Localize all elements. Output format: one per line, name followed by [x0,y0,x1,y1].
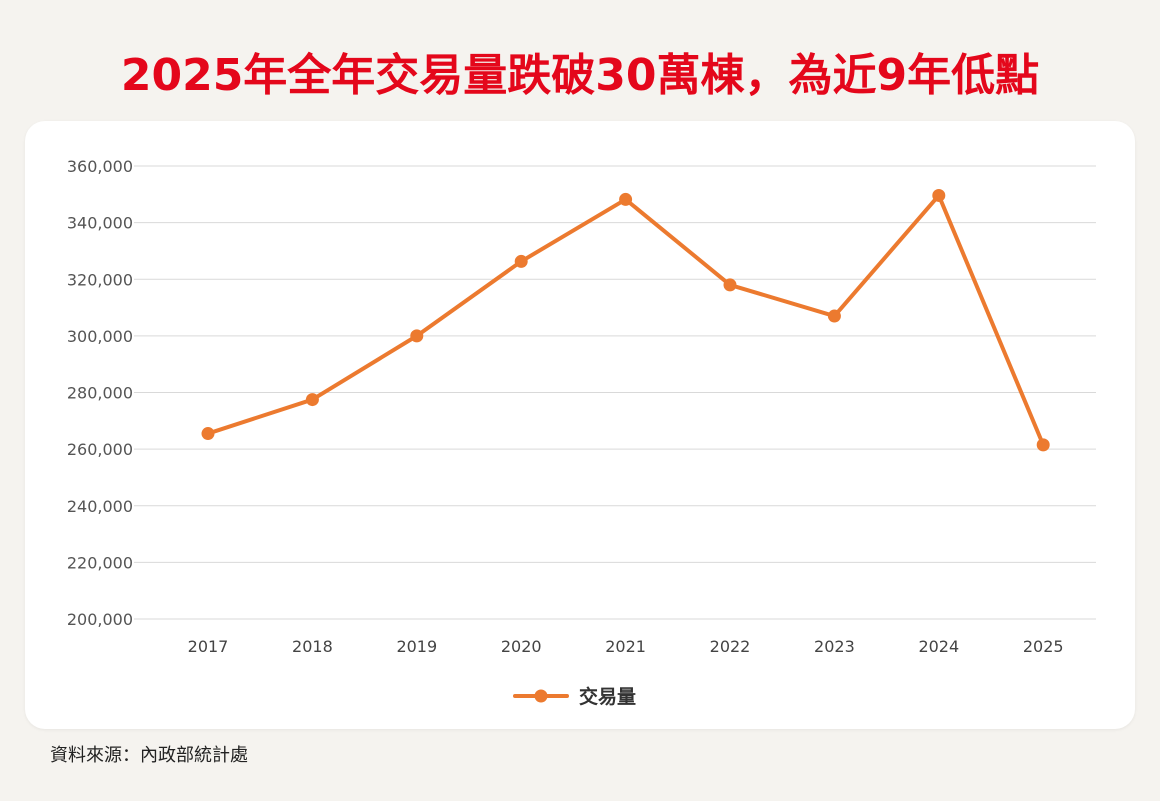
y-tick-label: 360,000 [67,157,133,176]
x-tick-label: 2019 [396,637,437,656]
x-tick-label: 2017 [188,637,229,656]
data-point [827,309,841,323]
x-tick-label: 2018 [292,637,333,656]
legend-marker [534,689,548,703]
x-tick-label: 2020 [501,637,542,656]
data-point [619,192,633,206]
data-point [932,188,946,202]
y-tick-label: 260,000 [67,440,133,459]
data-point [305,393,319,407]
data-source-note: 資料來源：內政部統計處 [50,745,248,766]
line-chart: 200,000 220,000 240,000 260,000 280,000 300,0… [67,157,1096,708]
data-point [514,254,528,268]
y-tick-label: 320,000 [67,270,133,289]
series-line [206,193,1046,447]
x-tick-label: 2022 [710,637,751,656]
y-tick-label: 280,000 [67,384,133,403]
x-tick-label: 2025 [1023,637,1064,656]
chart-title: 2025年全年交易量跌破30萬棟，為近9年低點 [120,50,1040,101]
y-tick-label: 200,000 [67,610,133,629]
chart-card: 200,000 220,000 240,000 260,000 280,000 300,0… [25,121,1135,729]
x-tick-label: 2021 [605,637,646,656]
y-tick-label: 220,000 [67,553,133,572]
legend-label: 交易量 [579,685,636,708]
data-point [1036,438,1050,452]
y-tick-label: 300,000 [67,327,133,346]
y-tick-label: 340,000 [67,214,133,233]
data-point [201,427,215,441]
y-tick-label: 240,000 [67,497,133,516]
x-tick-label: 2023 [814,637,855,656]
x-tick-label: 2024 [918,637,959,656]
data-point [723,278,737,292]
data-point [410,329,424,343]
